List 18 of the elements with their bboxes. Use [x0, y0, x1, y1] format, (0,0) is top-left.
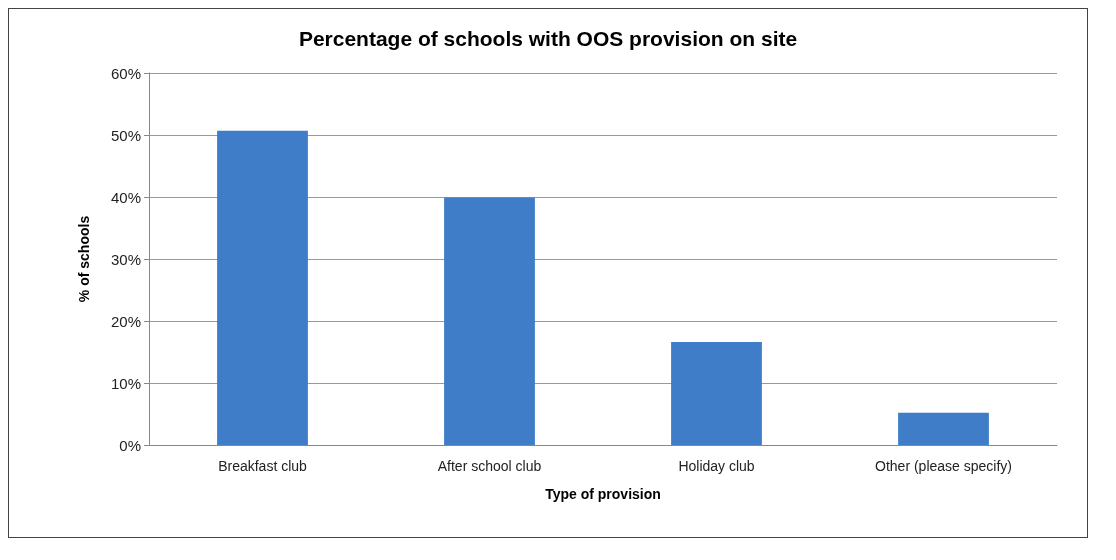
y-axis-title: % of schools	[76, 215, 92, 303]
y-tick-label: 0%	[119, 436, 141, 454]
x-tick-label: Holiday club	[678, 458, 755, 474]
x-tick-label: After school club	[437, 458, 542, 474]
bar	[444, 197, 535, 445]
y-tick-label: 20%	[110, 312, 141, 330]
y-tick-label: 50%	[110, 126, 141, 144]
x-tick-label: Breakfast club	[218, 458, 308, 474]
y-tick-label: 60%	[110, 64, 141, 82]
bar	[671, 342, 762, 445]
bar	[898, 412, 989, 445]
chart-title: Percentage of schools with OOS provision on site	[298, 27, 798, 50]
bar	[217, 130, 308, 445]
x-axis-title: Type of provision	[545, 486, 661, 502]
y-tick-label: 10%	[110, 374, 141, 392]
y-tick-label: 40%	[110, 188, 141, 206]
y-tick-label: 30%	[110, 250, 141, 268]
x-tick-label: Other (please specify)	[875, 458, 1012, 474]
